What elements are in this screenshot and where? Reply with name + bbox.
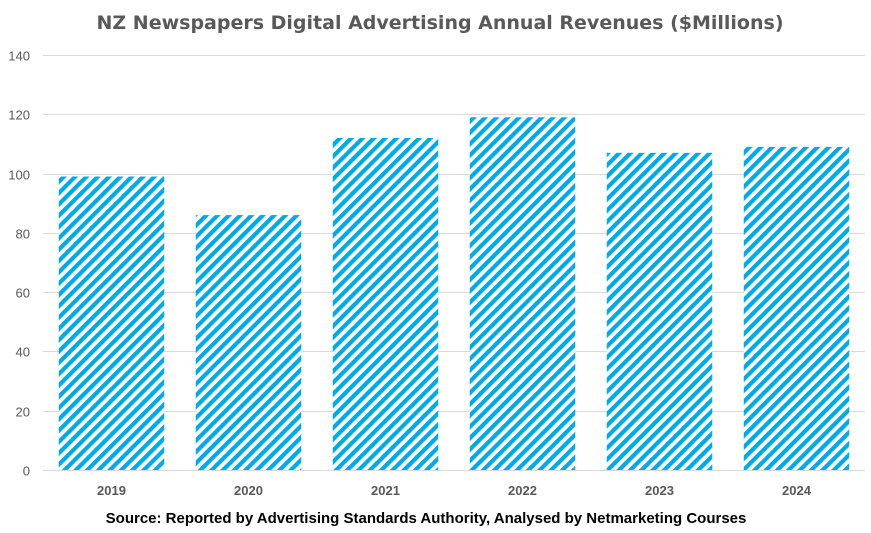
y-tick-label: 140 <box>8 49 30 64</box>
y-tick-label: 60 <box>16 286 30 301</box>
bar-2021 <box>332 138 439 470</box>
x-tick-label: 2022 <box>508 483 537 498</box>
y-tick-label: 80 <box>16 227 30 242</box>
y-tick-label: 20 <box>16 405 30 420</box>
x-tick-label: 2023 <box>645 483 674 498</box>
y-tick-label: 0 <box>23 464 30 479</box>
y-tick-label: 40 <box>16 345 30 360</box>
source-note: Source: Reported by Advertising Standard… <box>106 510 747 527</box>
y-tick-label: 120 <box>8 108 30 123</box>
bar-2023 <box>606 152 713 471</box>
x-tick-label: 2019 <box>97 483 126 498</box>
bar-2019 <box>58 176 165 471</box>
y-axis-ticks: 0 20 40 60 80 100 120 140 <box>8 49 30 479</box>
bar-2024 <box>743 146 850 470</box>
bar-2020 <box>195 215 302 470</box>
gridlines <box>43 55 865 471</box>
x-tick-label: 2024 <box>782 483 812 498</box>
bar-2022 <box>469 117 576 470</box>
x-axis-ticks: 2019 2020 2021 2022 2023 2024 <box>97 483 812 498</box>
chart-title: NZ Newspapers Digital Advertising Annual… <box>97 12 784 34</box>
x-tick-label: 2021 <box>371 483 400 498</box>
y-tick-label: 100 <box>8 168 30 183</box>
x-tick-label: 2020 <box>234 483 263 498</box>
bars <box>58 117 850 471</box>
